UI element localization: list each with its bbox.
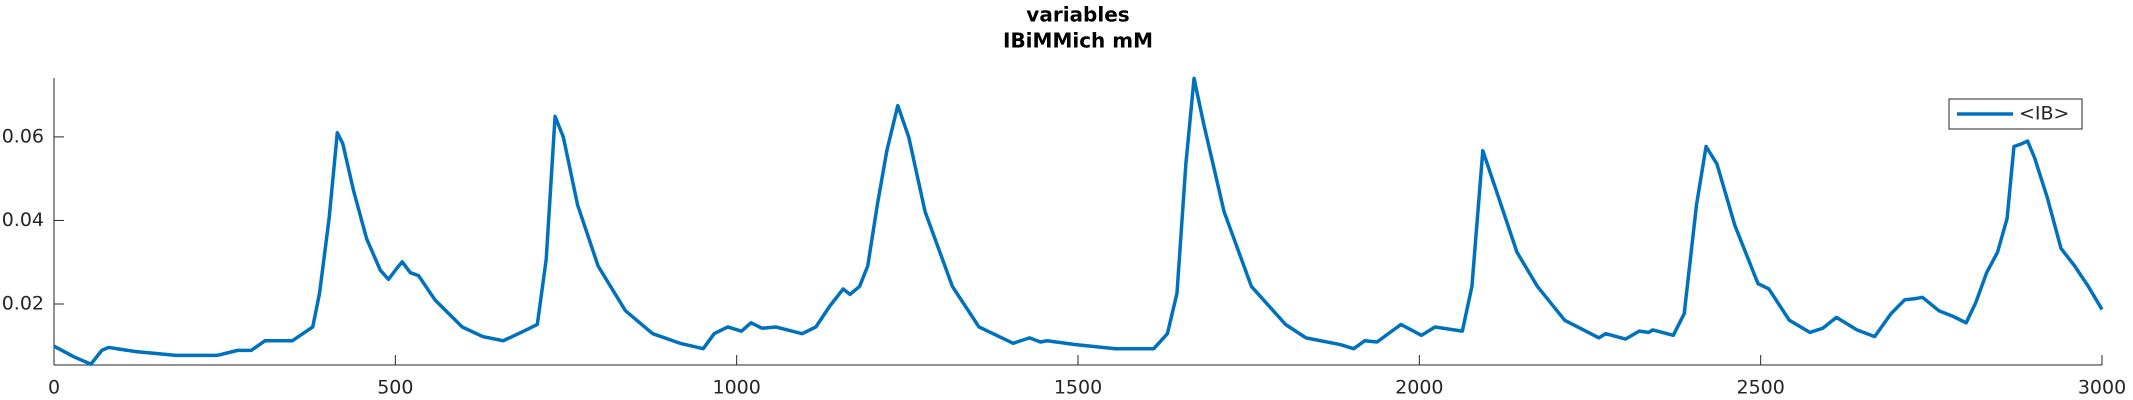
x-tick-label: 2500 [1736,377,1784,399]
data-line [53,76,2104,366]
x-tick-label: 3000 [2078,377,2126,399]
legend-label: <IB> [2019,103,2069,125]
x-tick-label: 1000 [712,377,760,399]
y-tick-label: 0.06 [2,125,44,147]
y-tick-label: 0.04 [2,209,44,231]
chart-subtitle: IBiMMich mM [1003,29,1153,53]
y-tick-label: 0.02 [2,293,44,315]
chart-title: variables [1026,3,1129,27]
x-tick-label: 500 [377,377,413,399]
x-tick-label: 1500 [1054,377,1102,399]
x-tick-label: 2000 [1395,377,1443,399]
x-tick-label: 0 [48,377,60,399]
